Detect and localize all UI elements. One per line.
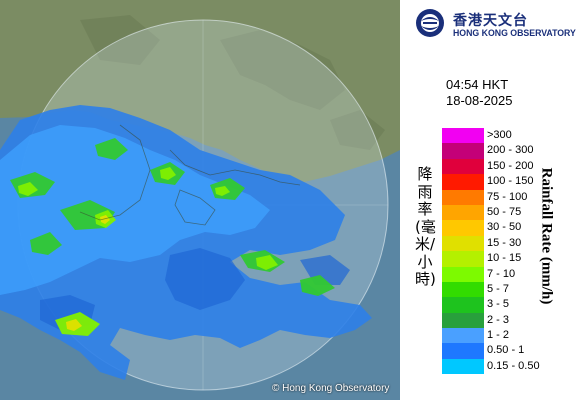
legend-row: 50 - 75 <box>442 204 552 221</box>
legend-swatch <box>442 328 484 344</box>
legend-range-label: 100 - 150 <box>487 175 534 188</box>
legend-range-label: 5 - 7 <box>487 282 510 295</box>
legend-swatch <box>442 312 484 329</box>
legend-range-label: 0.15 - 0.50 <box>487 359 540 372</box>
rainfall-legend: >300 200 - 300 150 - 200 100 - 150 75 - 100 5… <box>442 128 552 375</box>
legend-swatch <box>442 158 484 175</box>
legend-swatch <box>442 297 484 313</box>
observation-time: 04:54 HKT <box>446 77 509 92</box>
legend-title-english: Rainfall Rate (mm/h) <box>538 167 555 305</box>
legend-row: 100 - 150 <box>442 174 552 190</box>
legend-row: 75 - 100 <box>442 189 552 205</box>
legend-range-label: 50 - 75 <box>487 205 522 218</box>
legend-range-label: 15 - 30 <box>487 236 522 249</box>
info-panel: 香港天文台 HONG KONG OBSERVATORY 04:54 HKT 18… <box>400 0 577 400</box>
logo-english-name: HONG KONG OBSERVATORY <box>453 28 576 39</box>
legend-range-label: 30 - 50 <box>487 221 522 234</box>
land-texture <box>80 15 385 150</box>
legend-range-label: 75 - 100 <box>487 190 528 203</box>
legend-swatch <box>442 235 484 252</box>
legend-row: 30 - 50 <box>442 220 552 236</box>
legend-row: 1 - 2 <box>442 328 552 344</box>
legend-title-chinese: 降雨率(毫米/小時) <box>415 165 436 288</box>
legend-row: 0.50 - 1 <box>442 343 552 359</box>
legend-swatch <box>442 189 484 205</box>
legend-swatch <box>442 251 484 267</box>
legend-swatch <box>442 204 484 221</box>
legend-row: >300 <box>442 128 552 144</box>
legend-range-label: 2 - 3 <box>487 313 510 326</box>
legend-row: 200 - 300 <box>442 143 552 159</box>
legend-range-label: 150 - 200 <box>487 159 534 172</box>
legend-row: 2 - 3 <box>442 312 552 329</box>
hko-logo-icon <box>416 9 444 37</box>
legend-swatch <box>442 358 484 375</box>
legend-range-label: 10 - 15 <box>487 252 522 265</box>
legend-row: 10 - 15 <box>442 251 552 267</box>
legend-row: 0.15 - 0.50 <box>442 358 552 375</box>
legend-row: 15 - 30 <box>442 235 552 252</box>
radar-map-image <box>0 0 400 391</box>
legend-row: 3 - 5 <box>442 297 552 313</box>
legend-range-label: 7 - 10 <box>487 267 516 280</box>
legend-range-label: 0.50 - 1 <box>487 344 525 357</box>
rain-echoes <box>0 105 372 380</box>
legend-row: 5 - 7 <box>442 281 552 298</box>
legend-swatch <box>442 143 484 159</box>
legend-range-label: 200 - 300 <box>487 144 534 157</box>
hko-logo[interactable]: 香港天文台 HONG KONG OBSERVATORY <box>415 8 576 40</box>
copyright-text: © Hong Kong Observatory <box>272 383 390 394</box>
logo-chinese-name: 香港天文台 <box>453 13 528 29</box>
legend-range-label: >300 <box>487 129 512 141</box>
legend-swatch <box>442 128 484 144</box>
legend-swatch <box>442 343 484 359</box>
legend-swatch <box>442 266 484 282</box>
observation-date: 18-08-2025 <box>446 93 513 108</box>
legend-swatch <box>442 281 484 298</box>
legend-row: 7 - 10 <box>442 266 552 282</box>
radar-map[interactable]: © Hong Kong Observatory <box>0 0 400 400</box>
legend-range-label: 1 - 2 <box>487 329 510 342</box>
legend-range-label: 3 - 5 <box>487 298 510 311</box>
legend-swatch <box>442 220 484 236</box>
coastline <box>79 124 301 226</box>
legend-row: 150 - 200 <box>442 158 552 175</box>
legend-swatch <box>442 174 484 190</box>
